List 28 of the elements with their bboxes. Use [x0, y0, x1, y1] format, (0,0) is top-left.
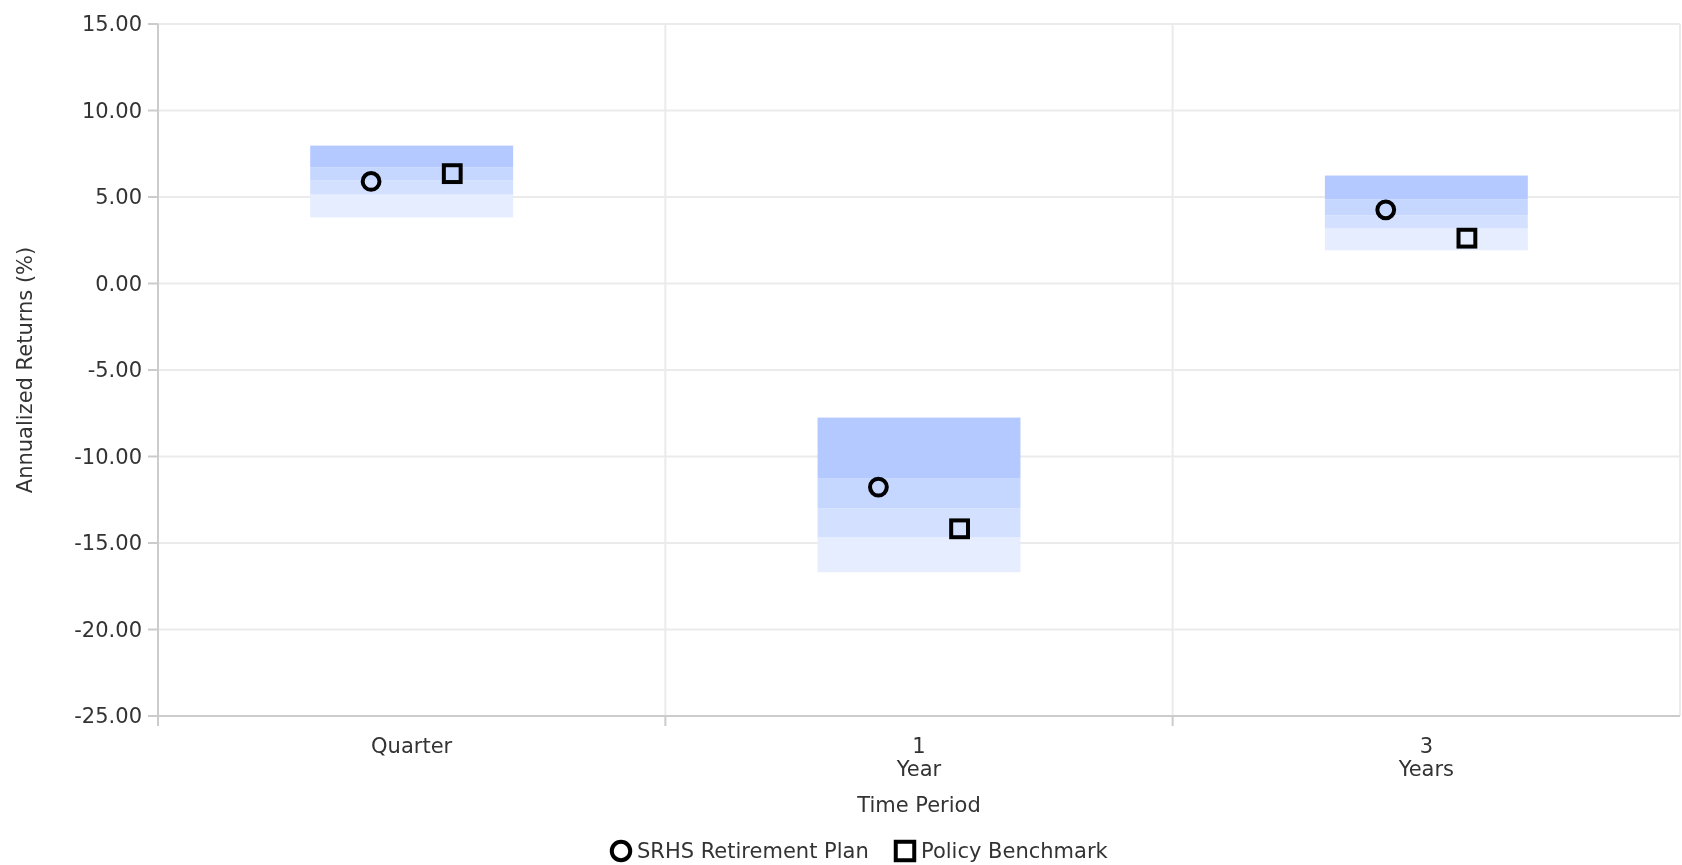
x-tick-label: Quarter [371, 734, 453, 758]
y-tick-label: 0.00 [95, 271, 142, 296]
y-tick-label: -15.00 [74, 531, 142, 556]
y-tick-label: -5.00 [87, 358, 142, 383]
bar [1324, 175, 1528, 200]
x-axis-title: Time Period [856, 793, 981, 817]
bar [1324, 215, 1528, 229]
bar [817, 417, 1021, 479]
bar [310, 167, 514, 181]
x-tick-label: 3 Years [1397, 734, 1455, 782]
bar [310, 180, 514, 195]
bar [817, 537, 1021, 573]
y-tick-label: -25.00 [74, 704, 142, 729]
bar [1324, 199, 1528, 216]
x-tick-label: 1 Year [895, 734, 942, 782]
y-tick-label: -10.00 [74, 444, 142, 469]
bar [1324, 228, 1528, 251]
y-tick-label: 10.00 [81, 98, 142, 123]
y-tick-label: 5.00 [95, 185, 142, 210]
y-tick-label: -20.00 [74, 617, 142, 642]
legend-label: SRHS Retirement Plan [637, 839, 869, 864]
bar [817, 478, 1021, 509]
bar [310, 145, 514, 168]
y-tick-label: 15.00 [81, 12, 142, 37]
bar [817, 508, 1021, 538]
bar [310, 194, 514, 218]
y-axis-title: Annualized Returns (%) [13, 246, 37, 494]
legend-label: Policy Benchmark [921, 839, 1109, 864]
